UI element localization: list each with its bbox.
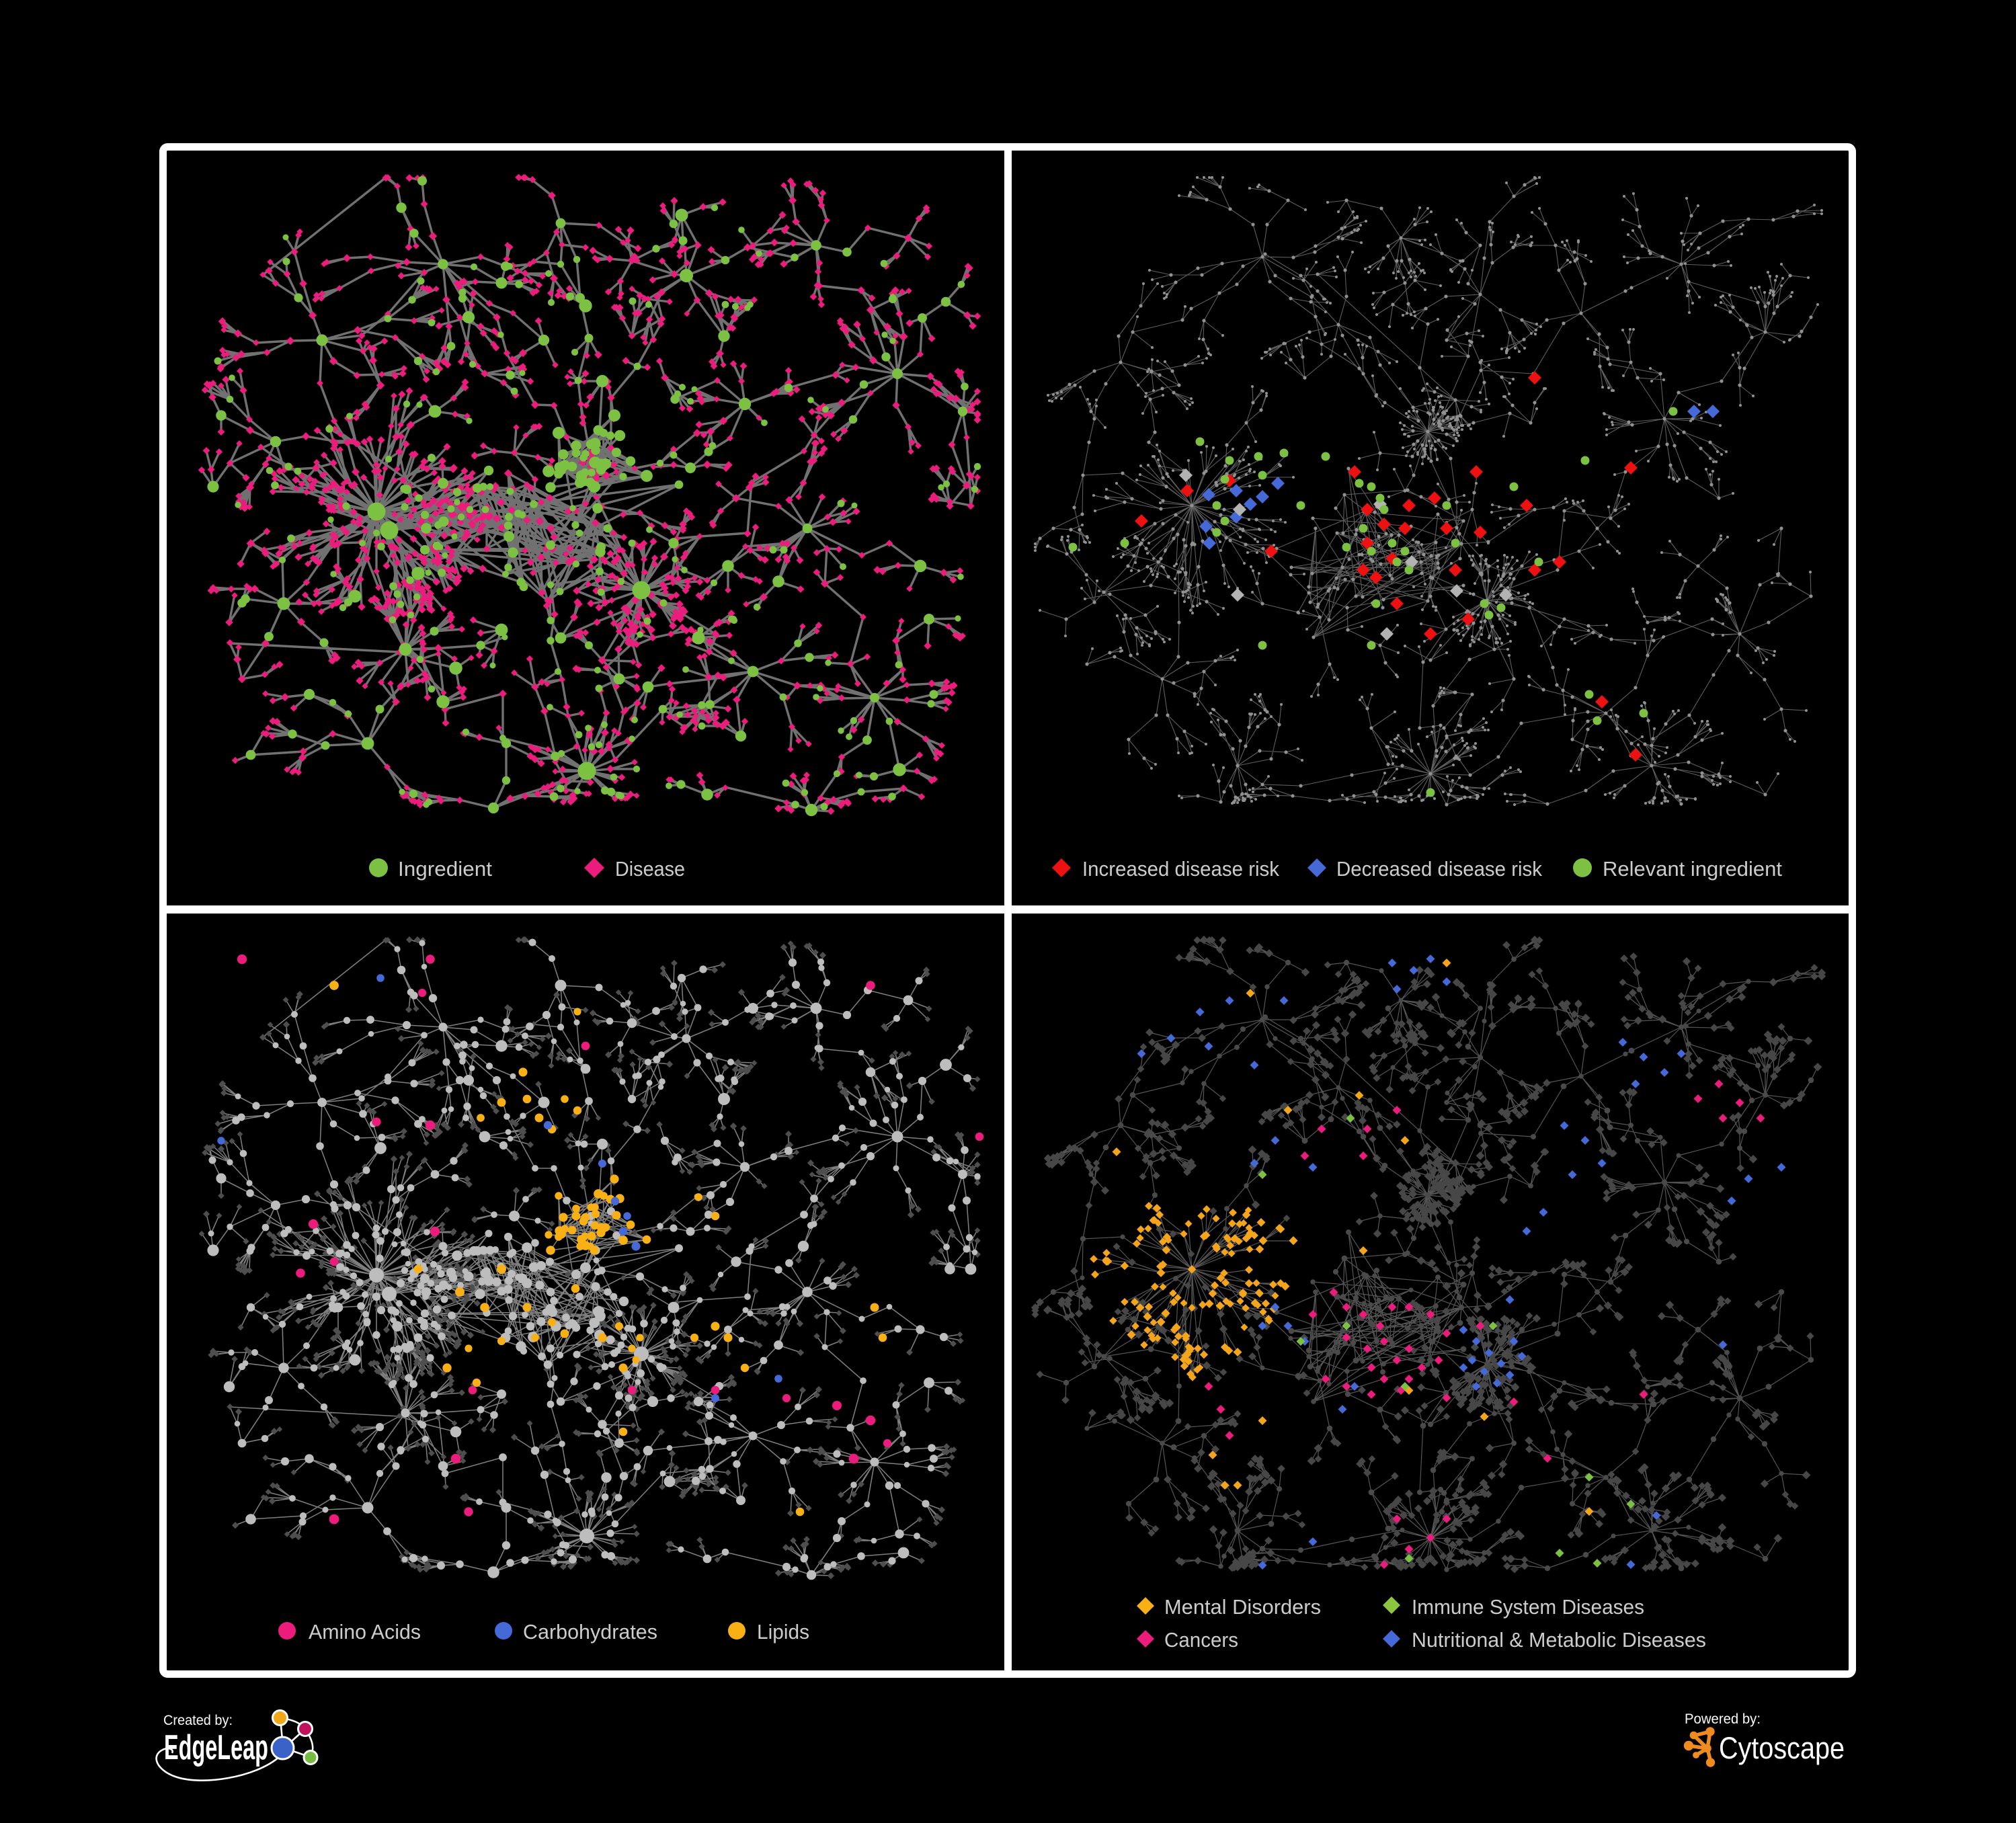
svg-text:Immune System Diseases: Immune System Diseases [1412,1595,1644,1619]
svg-text:Increased disease risk: Increased disease risk [1082,857,1279,881]
svg-text:Nutritional & Metabolic Diseas: Nutritional & Metabolic Diseases [1412,1628,1706,1652]
svg-text:Relevant ingredient: Relevant ingredient [1603,857,1782,881]
svg-text:Mental Disorders: Mental Disorders [1164,1595,1321,1619]
svg-text:Created by:: Created by: [163,1713,233,1728]
svg-text:Powered by:: Powered by: [1685,1711,1761,1727]
svg-text:Ingredient: Ingredient [398,857,492,881]
svg-text:Disease: Disease [615,857,685,881]
svg-text:Amino Acids: Amino Acids [309,1620,421,1644]
svg-text:Decreased disease risk: Decreased disease risk [1336,857,1542,881]
svg-text:Carbohydrates: Carbohydrates [523,1620,657,1644]
svg-text:Cancers: Cancers [1164,1628,1238,1652]
svg-text:EdgeLeap: EdgeLeap [164,1728,268,1767]
svg-text:Lipids: Lipids [757,1620,809,1644]
svg-text:Cytoscape: Cytoscape [1719,1731,1845,1765]
